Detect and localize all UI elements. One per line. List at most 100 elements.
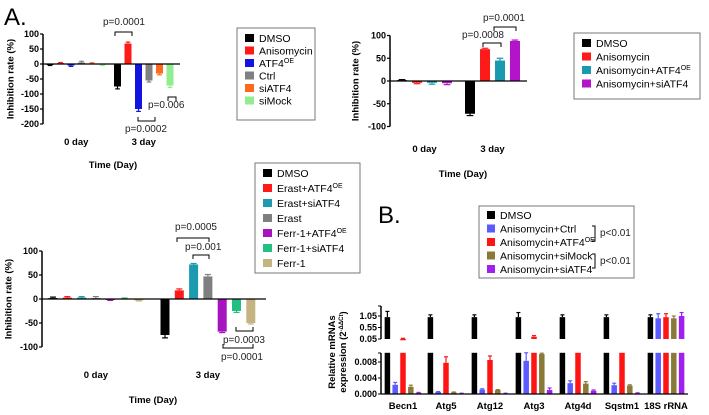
legend-label: Erast+ATF4OE <box>277 183 343 195</box>
bar <box>145 64 153 81</box>
bar <box>114 64 121 87</box>
p-value-label: p=0.0001 <box>483 13 525 24</box>
p-value-label: p=0.0008 <box>462 30 504 41</box>
bar <box>160 299 170 335</box>
bar-upper <box>427 317 434 339</box>
bar <box>510 40 520 81</box>
y-tick-label: -100 <box>21 89 39 99</box>
y-tick-label: 50 <box>28 270 38 280</box>
bar-lower <box>619 352 625 394</box>
bar-lower <box>435 392 441 394</box>
significance-bracket <box>482 42 502 47</box>
legend-superscript: OE <box>337 228 347 235</box>
y-axis-title-line1: Relative mRNAs <box>327 315 338 388</box>
legend-swatch <box>245 71 254 80</box>
significance-bracket <box>192 254 210 259</box>
legend-swatch <box>263 229 272 237</box>
bar-lower <box>539 354 545 394</box>
bar-lower <box>590 390 597 394</box>
y-axis-title: Inhibition rate (%) <box>6 39 17 119</box>
y-axis-title-sup: -ΔΔCt <box>339 314 345 331</box>
bar-upper <box>603 317 610 339</box>
bar-lower <box>451 392 457 394</box>
bar-lower <box>655 352 661 394</box>
legend-label: DMSO <box>259 33 291 45</box>
legend-label: Erast <box>277 213 302 225</box>
bar-lower <box>567 383 573 394</box>
y-axis-title-end: ) <box>338 311 349 314</box>
bar-lower <box>559 352 566 394</box>
y-tick-label: 1.05 <box>359 311 377 321</box>
legend-label: siATF4 <box>259 83 292 95</box>
panel-label-a: A. <box>4 4 27 31</box>
significance-bracket <box>592 225 596 242</box>
legend-superscript: OE <box>585 237 595 244</box>
bar <box>232 299 241 311</box>
x-axis-title: Time (Day) <box>89 160 137 171</box>
bar <box>174 290 184 299</box>
legend-swatch <box>245 34 254 42</box>
y-tick-label: -50 <box>373 99 386 109</box>
x-category-label: 3 day <box>196 370 221 381</box>
y-axis-title-line2: expression (2-ΔΔCt) <box>338 311 349 392</box>
bar-lower <box>678 352 685 394</box>
legend-swatch <box>245 96 254 105</box>
bar-lower <box>443 362 449 394</box>
inhibition-chart-2: 100 50 0 -50 -100 Inhibition rate (%) 0 day 3 d… <box>351 13 701 180</box>
legend-label: Anisomycin <box>259 46 313 58</box>
legend-swatch <box>582 39 591 47</box>
bar <box>156 64 163 74</box>
x-axis-title: Time (Day) <box>439 169 487 180</box>
bar-upper <box>559 317 566 339</box>
bar-upper <box>384 317 391 339</box>
bar-upper <box>671 318 677 339</box>
y-axis-title: Inhibition rate (%) <box>351 41 362 121</box>
bar-lower <box>515 352 522 394</box>
p-value-label: p=0.0001 <box>221 352 263 363</box>
legend-label: Ctrl <box>259 71 275 83</box>
x-category-label: Sqstm1 <box>605 401 640 412</box>
y-tick-label: 0.55 <box>359 323 377 333</box>
legend-label: Anisomycin+Ctrl <box>500 224 576 236</box>
bar <box>480 49 490 81</box>
bar <box>78 62 85 64</box>
x-category-label: 0 day <box>412 144 437 155</box>
legend-label: DMSO <box>277 168 309 180</box>
inhibition-chart-1: 100 50 0 -50 -100 -150 -200 Inhibition rate (%)… <box>6 17 316 171</box>
p-value-label: p=0.006 <box>148 100 185 111</box>
legend-box <box>478 205 635 279</box>
bar <box>124 43 132 64</box>
x-category-label: Atg4d <box>565 401 592 412</box>
legend-swatch <box>245 84 254 92</box>
legend-box <box>573 32 701 100</box>
bar-lower <box>575 352 581 394</box>
legend-swatch <box>263 214 272 222</box>
x-category-label: Atg5 <box>435 401 457 412</box>
bar-lower <box>479 389 485 394</box>
legend-label: Erast+siATF4 <box>277 198 340 210</box>
bar-lower <box>647 352 654 394</box>
legend-label: siMock <box>259 96 292 108</box>
panel-label-b: B. <box>378 202 401 229</box>
significance-bracket <box>176 237 210 242</box>
legend-swatch <box>582 79 591 88</box>
legend-label: Anisomycin <box>596 52 650 64</box>
bar-lower <box>495 390 501 394</box>
significance-bracket <box>235 327 254 332</box>
y-tick-label: -150 <box>21 104 39 114</box>
y-tick-label: 0.004 <box>354 373 377 383</box>
p-value-label: p<0.01 <box>600 256 631 267</box>
legend-label: Anisomycin+ATF4OE <box>500 237 595 249</box>
legend-swatch <box>487 211 495 219</box>
bar <box>442 81 452 84</box>
bar <box>134 299 144 301</box>
bar-upper <box>400 338 406 341</box>
inhibition-chart-3: 100 50 0 -50 -100 Inhibition rate (%) 0 day 3 d… <box>4 162 361 406</box>
y-tick-label: 0 <box>34 59 39 69</box>
x-category-label: Atg3 <box>523 401 544 412</box>
bar-lower <box>671 352 677 394</box>
